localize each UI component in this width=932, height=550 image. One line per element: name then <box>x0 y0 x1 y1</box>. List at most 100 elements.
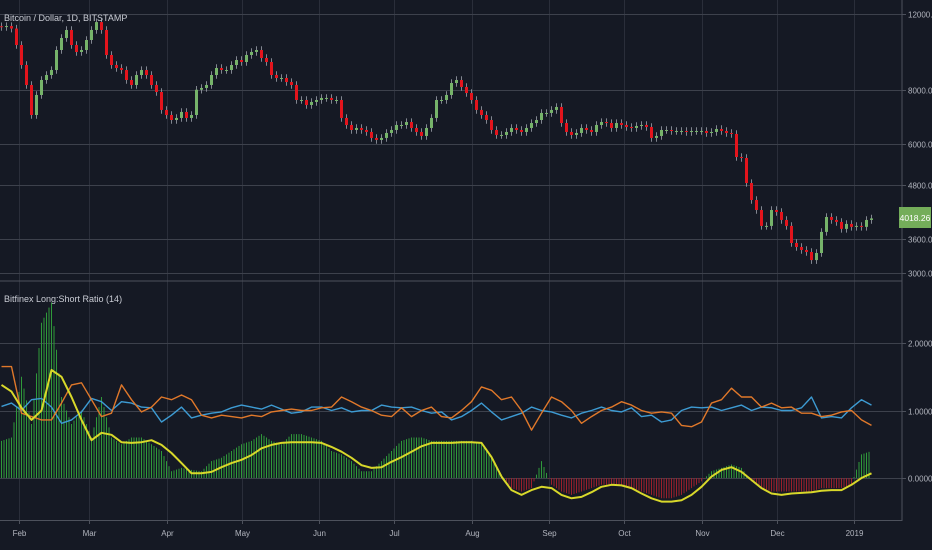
candle <box>490 116 493 134</box>
candle-body <box>195 89 198 115</box>
candle <box>680 127 683 135</box>
candle <box>590 126 593 136</box>
indicator-axis[interactable]: 2.0000 1.0000 0.0000 <box>902 340 932 484</box>
histogram-bar <box>48 307 50 478</box>
candle-body <box>55 49 58 71</box>
histogram-bar <box>258 435 260 478</box>
histogram-bar <box>116 440 117 478</box>
candle <box>835 216 838 226</box>
histogram-bar <box>291 434 292 478</box>
histogram-bar <box>628 478 630 488</box>
candle <box>85 36 88 54</box>
histogram-bar <box>336 452 337 478</box>
candle <box>210 71 213 89</box>
candle <box>830 213 833 224</box>
candle <box>320 94 323 104</box>
candle-body <box>620 123 623 125</box>
candle <box>145 66 148 79</box>
candle-body <box>655 135 658 138</box>
histogram-bar <box>663 478 665 499</box>
candle-body <box>775 210 778 212</box>
candle <box>620 119 623 129</box>
candle-body <box>530 123 533 128</box>
candle-body <box>185 111 188 118</box>
time-axis[interactable]: Feb Mar Apr May Jun Jul Aug Sep Oct Nov Dec 2019 <box>13 520 864 538</box>
histogram-bar <box>568 478 570 495</box>
candle-body <box>815 252 818 261</box>
candle-body <box>305 100 308 105</box>
candle-body <box>330 97 333 101</box>
candle <box>115 61 118 72</box>
ratio-line-orange <box>1 365 872 431</box>
candle <box>125 66 128 84</box>
histogram-bar <box>853 477 855 478</box>
histogram-bar <box>103 407 105 478</box>
histogram-bar <box>808 478 810 492</box>
indicator-tick-label: 1.0000 <box>908 408 932 417</box>
candle <box>520 126 523 136</box>
histogram-bar <box>578 478 580 493</box>
price-pane[interactable] <box>0 18 873 264</box>
candle <box>175 114 178 124</box>
price-tick-label: 3000.00 <box>908 270 932 279</box>
candle-body <box>335 100 338 102</box>
histogram-bar <box>428 440 430 478</box>
histogram-bar <box>856 469 857 478</box>
candle <box>610 119 613 132</box>
candle <box>730 129 733 138</box>
histogram-bar <box>213 460 215 478</box>
candle <box>265 54 268 66</box>
time-tick-label: Sep <box>542 529 557 538</box>
candle-body <box>550 109 553 113</box>
histogram-bar <box>866 452 867 478</box>
histogram-bar <box>353 463 355 478</box>
histogram-bar <box>341 454 342 478</box>
histogram-bar <box>518 478 520 491</box>
histogram-bar <box>553 478 555 487</box>
histogram-bar <box>788 478 790 492</box>
histogram-bar <box>61 397 62 478</box>
candle <box>20 41 23 69</box>
histogram-bar <box>696 478 697 485</box>
histogram-bar <box>466 440 467 478</box>
histogram-bar <box>858 461 860 478</box>
candle-body <box>15 28 18 46</box>
candle <box>90 26 93 44</box>
candle-body <box>730 132 733 134</box>
candle-body <box>325 97 328 99</box>
candle <box>80 46 83 56</box>
candle <box>415 124 418 136</box>
histogram-bar <box>541 461 542 478</box>
candle-body <box>745 157 748 184</box>
candle-body <box>725 130 728 133</box>
candle <box>345 114 348 129</box>
histogram-bar <box>251 440 252 478</box>
time-tick-label: Oct <box>618 529 631 538</box>
candle-body <box>75 45 78 52</box>
indicator-tick-label: 0.0000 <box>908 475 932 484</box>
histogram-bar <box>586 478 587 490</box>
indicator-pane[interactable] <box>0 302 872 503</box>
candle <box>625 121 628 131</box>
candle <box>55 46 58 74</box>
candle-body <box>0 26 3 28</box>
histogram-bar <box>8 438 10 478</box>
candle <box>120 64 123 74</box>
candle-body <box>575 132 578 135</box>
candle <box>850 220 853 231</box>
indicator-title[interactable]: Bitfinex Long:Short Ratio (14) <box>4 294 122 304</box>
candle-body <box>230 65 233 71</box>
candle <box>765 222 768 230</box>
symbol-title[interactable]: Bitcoin / Dollar, 1D, BITSTAMP <box>4 13 127 23</box>
price-tick-label: 6000.00 <box>908 141 932 150</box>
last-price-badge: 4018.26 <box>899 207 931 228</box>
histogram-bar <box>633 478 635 489</box>
candle <box>105 26 108 59</box>
histogram-bar <box>626 478 627 487</box>
candle-body <box>695 130 698 132</box>
candle <box>420 128 423 140</box>
price-axis[interactable]: 12000.00 8000.00 6000.00 4800.00 3600.00 3000… <box>902 11 932 279</box>
candle-body <box>565 123 568 132</box>
histogram-bar <box>46 312 47 478</box>
